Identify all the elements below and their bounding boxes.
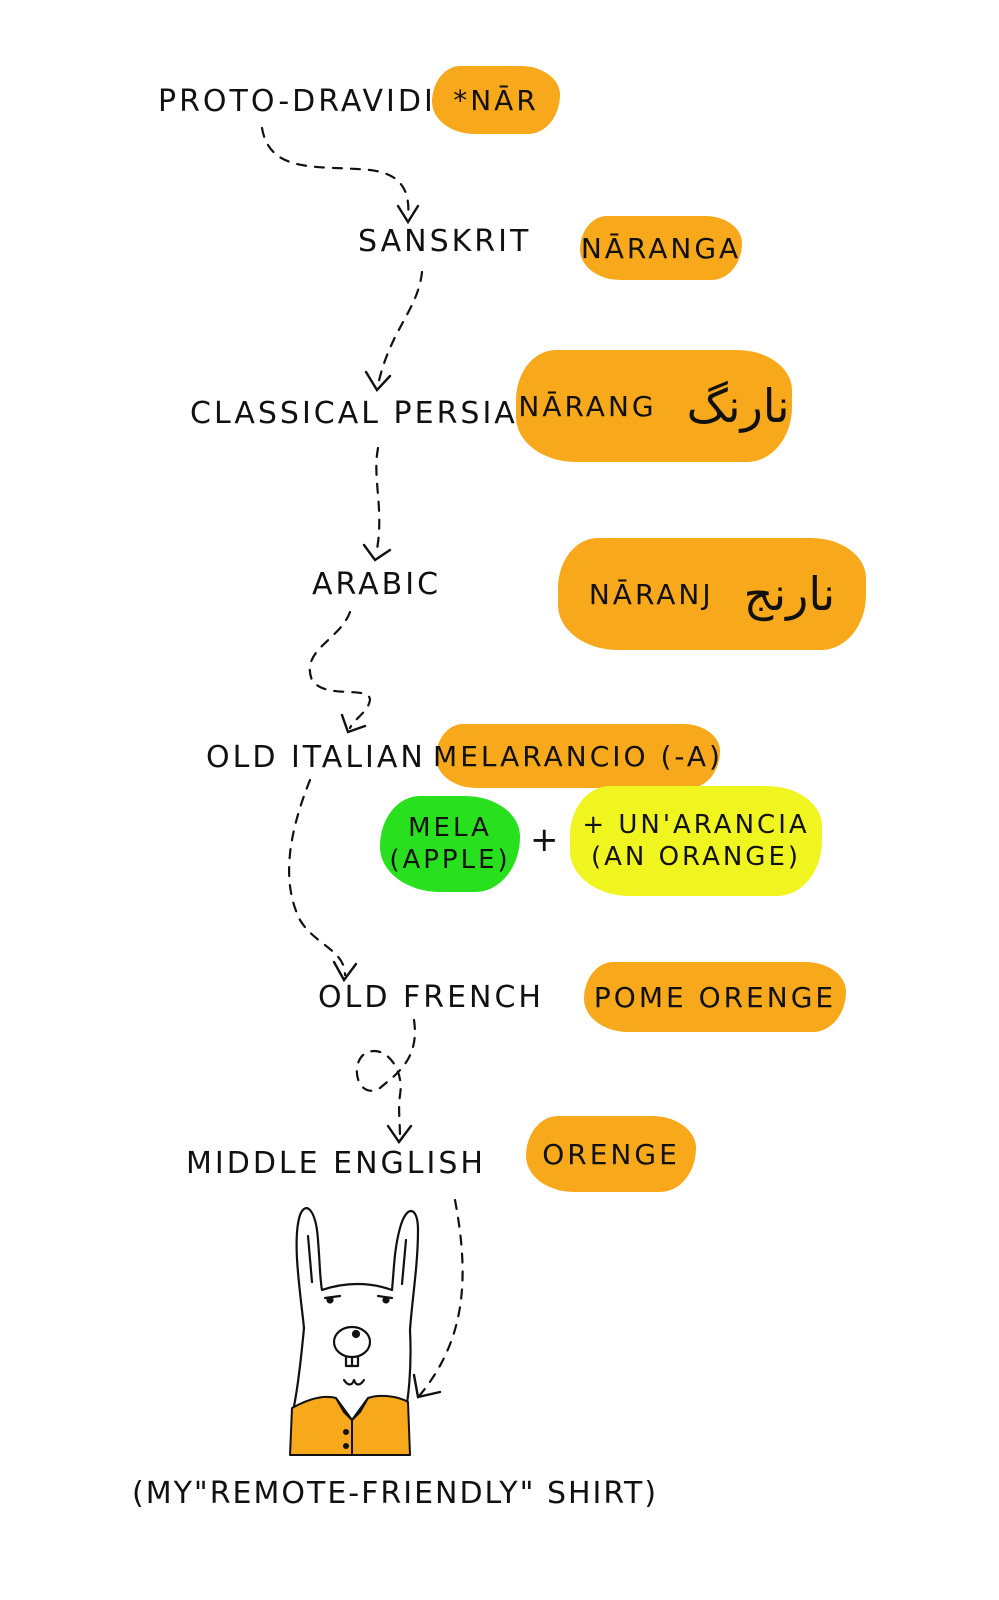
- language-label-classical-persian: CLASSICAL PERSIAN: [190, 396, 544, 431]
- arrowhead-sanskrit: [396, 204, 420, 225]
- llama-shirt-icon: [289, 1394, 411, 1456]
- language-label-sanskrit: SANSKRIT: [358, 224, 532, 259]
- llama-icon: [290, 1207, 420, 1417]
- arrowhead-persian: [364, 370, 392, 392]
- word-naranj: NĀRANJ: [588, 577, 714, 611]
- arrow-english-to-llama: [418, 1198, 464, 1397]
- arrowhead-french: [332, 960, 358, 983]
- arrowhead-italian: [340, 713, 367, 734]
- text-unarancia: + UN'ARANCIA: [582, 809, 810, 840]
- arrow-proto-to-sanskrit: [260, 126, 410, 220]
- word-blob-classical-persian: NĀRANG نارنگ: [516, 350, 792, 462]
- persian-script-narang: نارنگ: [686, 379, 790, 433]
- word-blob-old-italian: MELARANCIO (-A): [433, 724, 723, 788]
- language-label-old-french: OLD FRENCH: [318, 980, 544, 1015]
- text-an-orange: (AN ORANGE): [590, 842, 802, 872]
- language-label-middle-english: MIDDLE ENGLISH: [186, 1146, 486, 1181]
- arrow-italian-to-french: [287, 778, 347, 977]
- arrow-french-to-english: [355, 1018, 417, 1140]
- arrow-persian-to-arabic: [374, 446, 381, 557]
- language-label-old-italian: OLD ITALIAN: [206, 740, 426, 775]
- text-mela: MELA: [408, 812, 492, 843]
- word-naranga: NĀRANGA: [580, 231, 742, 265]
- arabic-script-naranj: نارنج: [743, 567, 836, 621]
- word-melarancio: MELARANCIO (-A): [433, 739, 723, 773]
- word-orenge: ORENGE: [542, 1137, 680, 1171]
- word-blob-proto-dravidian: *NĀR: [432, 66, 560, 134]
- blob-unarancia-orange: + UN'ARANCIA (AN ORANGE): [570, 786, 822, 896]
- arrowhead-arabic: [362, 543, 392, 562]
- arrowhead-english: [386, 1124, 413, 1145]
- text-apple: (APPLE): [389, 845, 511, 875]
- language-label-arabic: ARABIC: [312, 567, 442, 602]
- word-blob-arabic: NĀRANJ نارنج: [558, 538, 866, 650]
- word-narang: NĀRANG: [518, 389, 657, 423]
- word-blob-sanskrit: NĀRANGA: [580, 216, 742, 280]
- language-label-proto-dravidian: PROTO-DRAVIDIAN: [158, 84, 485, 119]
- word-pome-orenge: POME ORENGE: [593, 980, 837, 1014]
- arrow-sanskrit-to-persian: [376, 270, 424, 387]
- arrow-arabic-to-italian: [308, 610, 372, 730]
- caption: (MY"REMOTE-FRIENDLY" SHIRT): [132, 1476, 659, 1511]
- word-nar: *NĀR: [453, 83, 539, 117]
- word-blob-middle-english: ORENGE: [526, 1116, 696, 1192]
- arrowhead-llama: [412, 1373, 442, 1399]
- word-blob-old-french: POME ORENGE: [584, 962, 846, 1032]
- blob-mela-apple: MELA (APPLE): [380, 796, 520, 892]
- plus-sign: +: [530, 820, 559, 860]
